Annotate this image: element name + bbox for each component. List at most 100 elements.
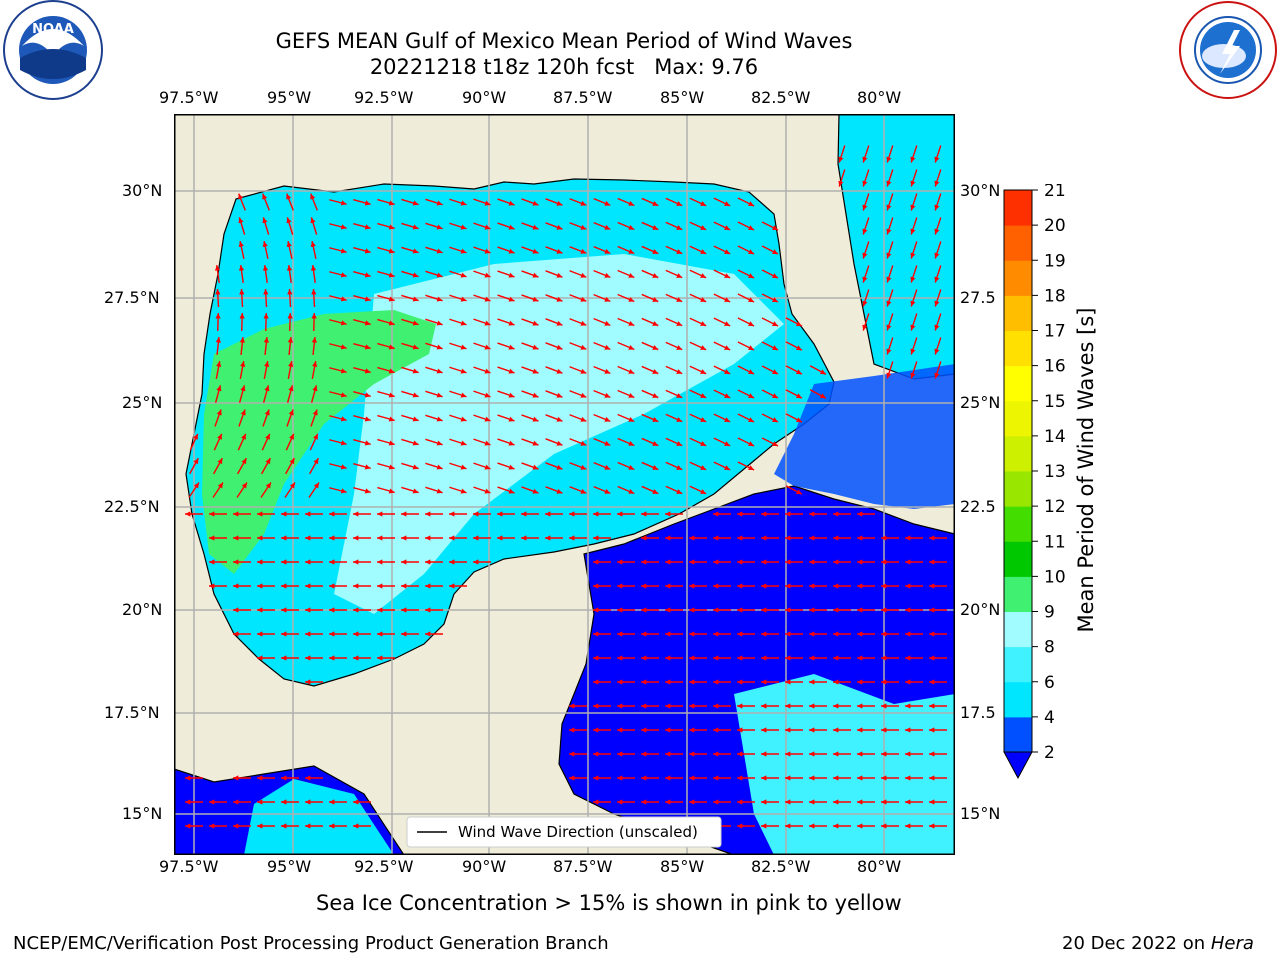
wave-arrow-head bbox=[364, 488, 371, 494]
lat-label-left: 22.5°N bbox=[104, 497, 160, 516]
wave-arrow-head bbox=[617, 799, 623, 805]
wave-arrow-head bbox=[364, 272, 371, 278]
wave-arrow-head bbox=[287, 289, 293, 295]
wave-arrow-head bbox=[305, 535, 311, 541]
wave-arrow-head bbox=[886, 372, 892, 379]
wave-arrow-head bbox=[785, 775, 791, 781]
wave-arrow-head bbox=[305, 583, 311, 589]
wave-arrow-head bbox=[580, 416, 587, 422]
wave-arrow-head bbox=[934, 372, 940, 379]
wave-arrow-head bbox=[881, 751, 887, 757]
wave-arrow-head bbox=[289, 458, 295, 465]
wave-arrow-head bbox=[484, 224, 491, 230]
wave-arrow-head bbox=[353, 535, 359, 541]
map-legend: Wind Wave Direction (unscaled) bbox=[406, 816, 722, 848]
wave-arrow-head bbox=[617, 775, 623, 781]
wave-arrow-head bbox=[628, 224, 635, 230]
wave-arrow-head bbox=[412, 296, 419, 302]
wave-arrow-head bbox=[652, 393, 659, 398]
wave-arrow-head bbox=[286, 193, 292, 200]
wave-arrow-head bbox=[377, 583, 383, 589]
atlantic-water bbox=[837, 114, 955, 380]
wave-arrow-head bbox=[263, 313, 269, 319]
wave-arrow-head bbox=[886, 180, 892, 187]
wave-arrow-head bbox=[641, 775, 647, 781]
wave-arrow-head bbox=[593, 751, 599, 757]
wave-arrow-head bbox=[905, 775, 911, 781]
wave-arrow-head bbox=[460, 464, 467, 470]
wave-arrow-head bbox=[617, 751, 623, 757]
wave-arrow-head bbox=[713, 559, 719, 565]
wave-arrow-head bbox=[288, 409, 294, 416]
wave-arrow-head bbox=[628, 248, 635, 254]
wave-arrow-head bbox=[460, 488, 467, 494]
wave-arrow-head bbox=[748, 417, 755, 422]
wave-arrow-head bbox=[881, 631, 887, 637]
wave-arrow-head bbox=[665, 535, 671, 541]
wave-arrow-head bbox=[748, 297, 755, 302]
colorbar-tick-label: 2 bbox=[1044, 743, 1055, 763]
lon-label-top: 90°W bbox=[462, 88, 507, 107]
wave-arrow-head bbox=[311, 313, 317, 319]
colorbar-tick-label: 10 bbox=[1044, 567, 1066, 587]
wave-arrow-head bbox=[556, 368, 563, 374]
wave-arrow-head bbox=[905, 799, 911, 805]
wave-arrow-head bbox=[556, 464, 563, 470]
wave-arrow-head bbox=[862, 300, 868, 307]
wave-arrow-head bbox=[484, 344, 491, 350]
wave-arrow-head bbox=[700, 321, 707, 326]
wave-arrow-head bbox=[209, 511, 215, 517]
wave-arrow-head bbox=[857, 799, 863, 805]
wave-arrow-head bbox=[233, 559, 239, 565]
wave-arrow-head bbox=[761, 631, 767, 637]
wave-arrow-head bbox=[809, 679, 815, 685]
wave-arrow-head bbox=[340, 344, 347, 350]
colorbar-segment bbox=[1004, 400, 1032, 437]
wave-arrow-head bbox=[724, 249, 731, 254]
wave-arrow-head bbox=[264, 361, 270, 367]
noaa-logo: NOAA bbox=[2, 0, 104, 104]
wave-arrow-head bbox=[556, 296, 563, 302]
wave-arrow-head bbox=[580, 320, 587, 326]
wave-arrow-head bbox=[809, 535, 815, 541]
wave-arrow-head bbox=[532, 272, 539, 278]
wave-arrow-head bbox=[934, 348, 940, 355]
wave-arrow-head bbox=[532, 248, 539, 254]
wave-arrow-head bbox=[233, 583, 239, 589]
wave-arrow-head bbox=[641, 799, 647, 805]
wave-arrow-head bbox=[772, 345, 779, 351]
wave-arrow-head bbox=[881, 703, 887, 709]
wave-arrow-head bbox=[604, 416, 611, 422]
wave-arrow-head bbox=[652, 465, 659, 470]
wave-arrow-head bbox=[929, 751, 935, 757]
wave-arrow-head bbox=[700, 225, 707, 230]
wave-arrow-head bbox=[436, 224, 443, 230]
wave-arrow-head bbox=[233, 511, 239, 517]
wave-arrow-head bbox=[713, 679, 719, 685]
wave-arrow-head bbox=[240, 409, 246, 416]
wave-arrow-head bbox=[934, 156, 940, 163]
wave-arrow-head bbox=[305, 775, 311, 781]
wave-arrow-head bbox=[724, 465, 731, 470]
wave-arrow-head bbox=[449, 559, 455, 565]
wave-arrow-head bbox=[340, 440, 347, 446]
wave-arrow-head bbox=[593, 535, 599, 541]
wave-arrow-head bbox=[388, 488, 395, 494]
wave-arrow-head bbox=[724, 345, 731, 350]
wave-arrow-head bbox=[313, 482, 319, 489]
wave-arrow-head bbox=[281, 631, 287, 637]
wave-arrow-head bbox=[340, 464, 347, 470]
wave-arrow-head bbox=[689, 631, 695, 637]
colorbar-tick-label: 13 bbox=[1044, 462, 1066, 482]
wave-arrow-head bbox=[929, 559, 935, 565]
wave-arrow-head bbox=[460, 224, 467, 230]
wave-arrow-head bbox=[886, 252, 892, 259]
wave-arrow-head bbox=[233, 823, 239, 829]
wave-arrow-head bbox=[641, 727, 647, 733]
wave-arrow-head bbox=[545, 535, 551, 541]
wave-arrow-head bbox=[652, 321, 659, 326]
wave-arrow-head bbox=[329, 607, 335, 613]
wave-arrow-head bbox=[929, 703, 935, 709]
wave-arrow-head bbox=[388, 392, 395, 398]
wave-arrow-head bbox=[286, 217, 292, 224]
